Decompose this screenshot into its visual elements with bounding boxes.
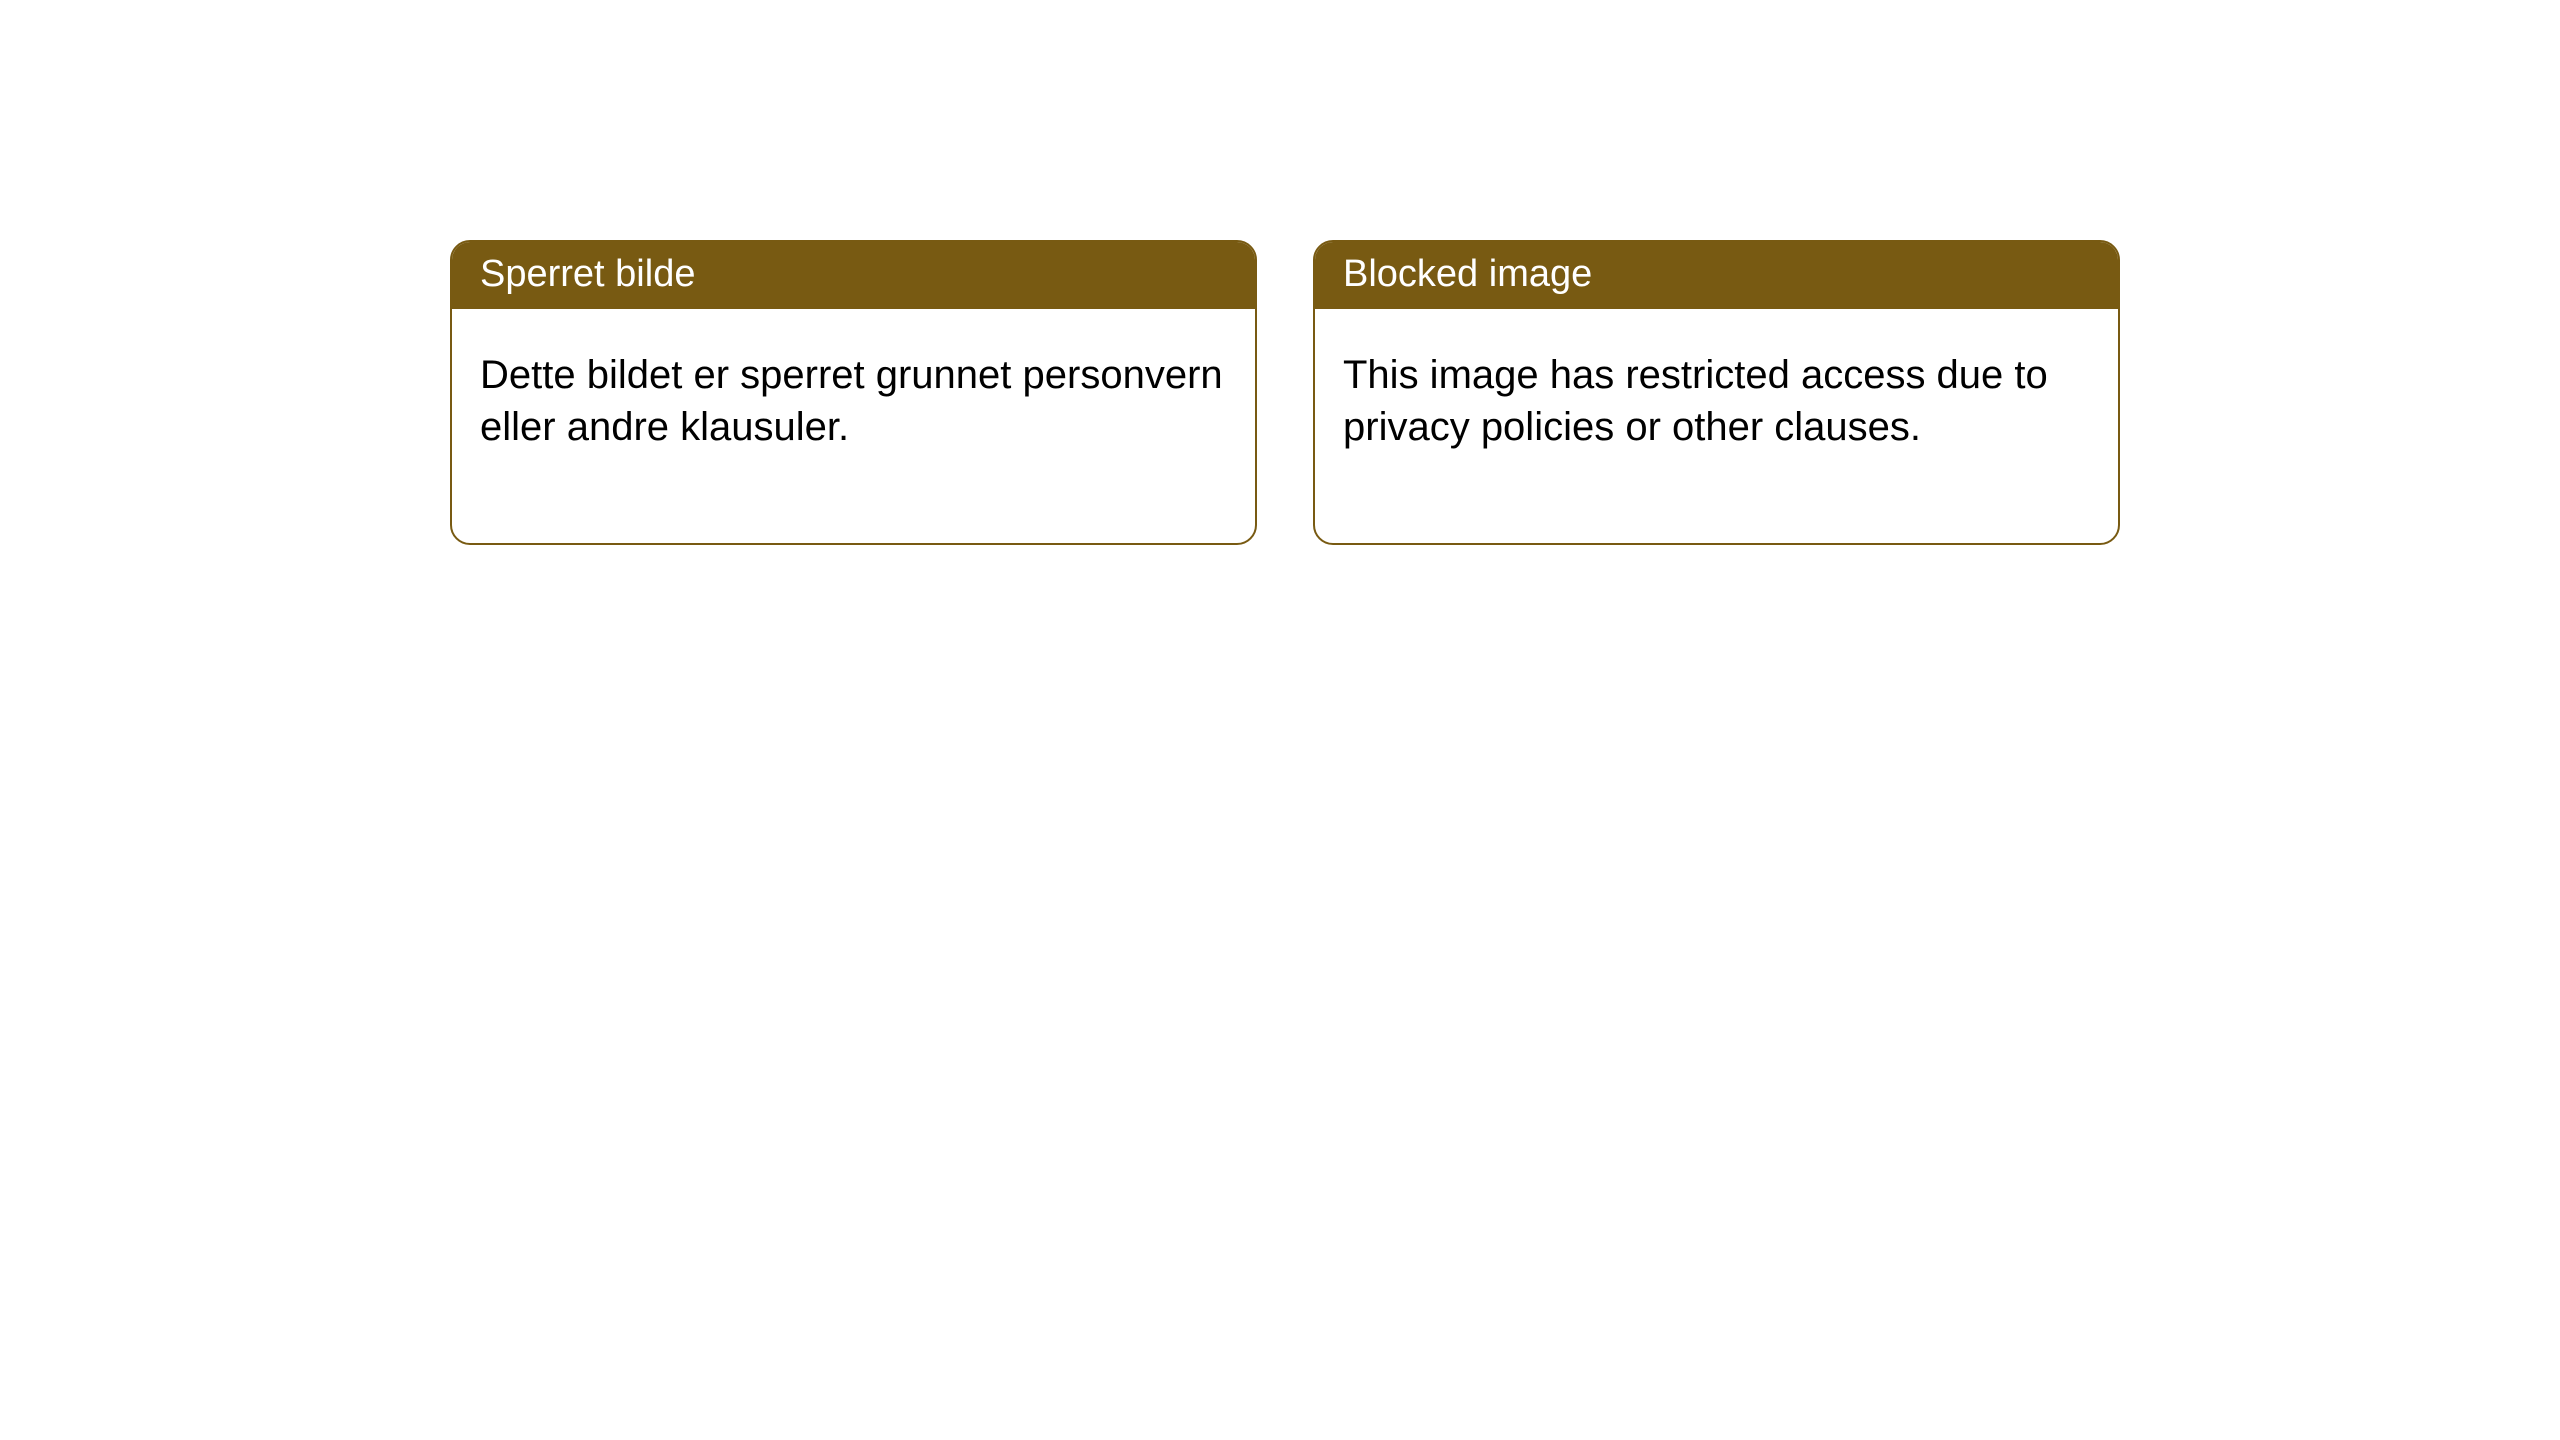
notice-body-english: This image has restricted access due to … [1315, 309, 2118, 543]
notice-card-english: Blocked image This image has restricted … [1313, 240, 2120, 545]
notice-container: Sperret bilde Dette bildet er sperret gr… [0, 0, 2560, 545]
notice-header-english: Blocked image [1315, 242, 2118, 309]
notice-body-norwegian: Dette bildet er sperret grunnet personve… [452, 309, 1255, 543]
notice-card-norwegian: Sperret bilde Dette bildet er sperret gr… [450, 240, 1257, 545]
notice-header-norwegian: Sperret bilde [452, 242, 1255, 309]
